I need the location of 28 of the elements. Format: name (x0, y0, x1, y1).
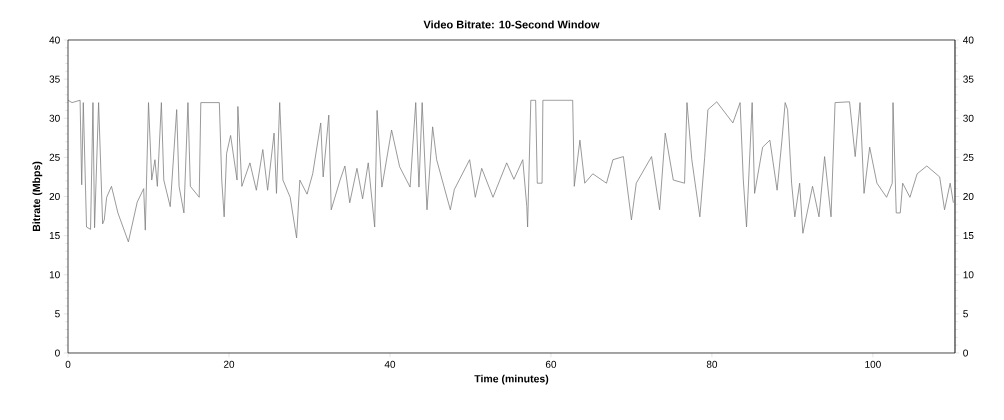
y-tick-label: 10 (49, 271, 60, 279)
y-tick-label: 30 (49, 114, 60, 122)
y2-tick-label: 15 (963, 232, 974, 240)
y2-tick-label: 25 (963, 153, 974, 161)
y-tick-label: 40 (49, 36, 60, 44)
x-tick-label: 20 (223, 360, 235, 368)
y-tick-label: 0 (55, 349, 60, 357)
chart-title: Video Bitrate: 10-Second Window (423, 20, 600, 29)
x-tick-label: 60 (545, 360, 557, 368)
x-tick-label: 80 (706, 360, 718, 368)
y2-tick-label: 30 (963, 114, 974, 122)
line-series (68, 99, 954, 243)
x-axis-title: Time (minutes) (474, 374, 549, 385)
y2-tick-label: 20 (963, 192, 974, 201)
y2-tick-label: 10 (963, 271, 974, 279)
y-tick-label: 20 (49, 192, 60, 201)
y-tick-label: 25 (49, 153, 60, 161)
y2-tick-label: 5 (963, 310, 968, 318)
y-tick-label: 35 (49, 75, 60, 83)
y-tick-label: 5 (55, 310, 60, 318)
y-axis-title: Bitrate (Mbps) (32, 161, 43, 232)
y2-tick-label: 35 (963, 75, 974, 83)
y-tick-label: 15 (49, 232, 60, 240)
y2-tick-label: 0 (963, 349, 968, 357)
x-tick-label: 100 (865, 360, 881, 368)
x-tick-label: 40 (384, 360, 396, 368)
y2-tick-label: 40 (963, 36, 974, 44)
x-tick-label: 0 (65, 360, 71, 368)
